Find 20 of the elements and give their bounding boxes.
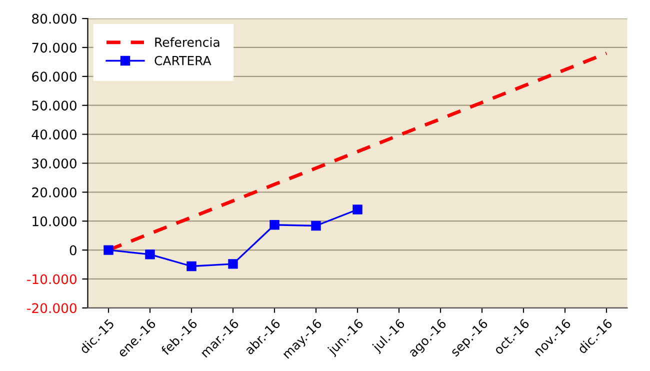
y-tick-label: 0: [70, 245, 76, 256]
point: [270, 220, 280, 230]
point: [145, 250, 155, 260]
point: [186, 261, 196, 272]
point: [352, 204, 362, 214]
point: [311, 220, 321, 231]
point: [228, 259, 238, 269]
y-tick-label: 50.000: [32, 100, 76, 111]
y-tick-label: -20.000: [27, 303, 76, 314]
y-tick-label: -10.000: [27, 274, 76, 284]
y-tick-label: 80.000: [32, 14, 76, 24]
legend-label: Referencia: [155, 37, 220, 47]
y-tick-label: 70.000: [32, 42, 76, 53]
y-tick-label: 60.000: [32, 72, 76, 82]
y-tick-label: 20.000: [32, 187, 76, 198]
y-tick-label: 30.000: [32, 158, 76, 168]
legend-label: CARTERA: [154, 56, 212, 66]
point: [104, 245, 114, 255]
y-tick-label: 40.000: [32, 130, 76, 140]
y-tick-label: 10.000: [32, 216, 76, 226]
